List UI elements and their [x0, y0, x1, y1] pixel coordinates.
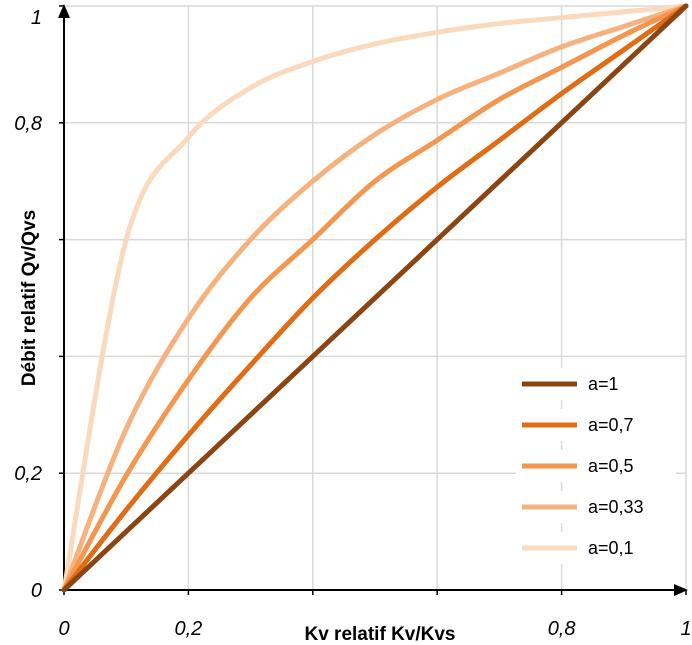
grid	[64, 5, 687, 590]
x-tick-label: 0,2	[174, 618, 202, 640]
legend-label: a=1	[588, 374, 619, 394]
x-tick-label: 0	[58, 618, 69, 640]
x-axis-title: Kv relatif Kv/Kvs	[304, 624, 455, 645]
tick-labels: 0 0,2 0,8 1 0 0,2 0,8 1	[14, 7, 691, 640]
legend-label: a=0,5	[588, 456, 634, 476]
series-line-1	[61, 3, 689, 593]
y-tick-label: 1	[31, 7, 42, 29]
y-axis-title: Débit relatif Qv/Qvs	[19, 210, 40, 386]
legend: a=1 a=0,7 a=0,5 a=0,33 a=0,1	[516, 368, 676, 564]
y-tick-label: 0	[31, 580, 42, 602]
series-line-2	[61, 3, 689, 593]
x-axis-arrow	[674, 584, 688, 596]
y-tick-label: 0,8	[14, 113, 42, 135]
series-line-3	[61, 3, 689, 593]
y-axis-arrow	[58, 4, 70, 18]
legend-label: a=0,7	[588, 415, 634, 435]
x-tick-label: 1	[680, 618, 691, 640]
series-line-4	[61, 3, 689, 593]
y-tick-label: 0,2	[14, 463, 42, 485]
x-tick-label: 0,8	[548, 618, 576, 640]
legend-label: a=0,1	[588, 538, 634, 558]
series-line-5	[61, 3, 689, 593]
series-group	[61, 3, 689, 593]
legend-label: a=0,33	[588, 497, 644, 517]
axes	[58, 4, 688, 596]
